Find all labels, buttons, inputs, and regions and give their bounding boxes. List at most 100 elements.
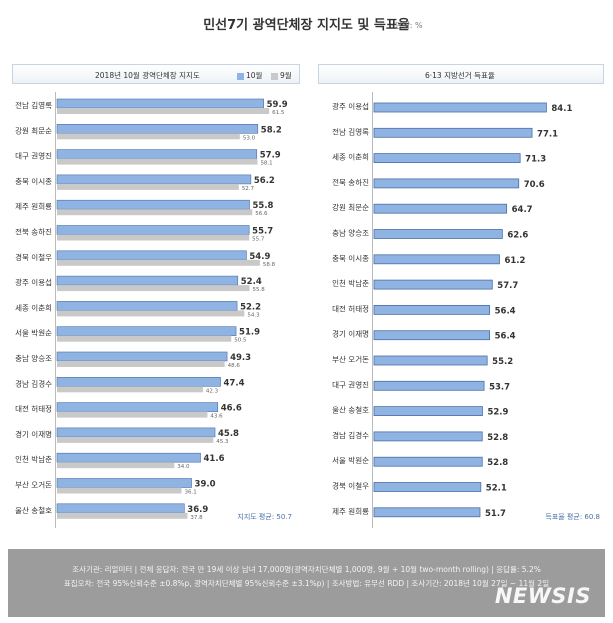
legend-october: 10월 bbox=[237, 70, 262, 81]
right-category-label: 경북 이철우 bbox=[332, 481, 369, 491]
left-value-september: 43.6 bbox=[210, 414, 223, 420]
right-category-label: 제주 원희룡 bbox=[332, 506, 369, 516]
left-bar-september bbox=[57, 310, 245, 317]
left-bar-october bbox=[56, 351, 228, 362]
right-value: 70.6 bbox=[524, 180, 545, 190]
left-bar-september bbox=[57, 183, 239, 190]
left-bar-september bbox=[57, 234, 250, 241]
right-category-label: 부산 오거돈 bbox=[332, 354, 369, 364]
right-value: 55.2 bbox=[492, 357, 513, 367]
left-value-october: 41.6 bbox=[204, 454, 225, 464]
left-category-label: 강원 최문순 bbox=[15, 125, 52, 135]
left-category-label: 전남 김영록 bbox=[15, 100, 52, 110]
right-category-label: 대전 허태정 bbox=[332, 303, 369, 313]
right-bar bbox=[373, 380, 485, 391]
left-bar-october bbox=[56, 149, 258, 159]
left-value-october: 58.2 bbox=[261, 125, 282, 135]
left-bar-october bbox=[56, 478, 192, 488]
left-category-label: 대전 허태정 bbox=[15, 404, 52, 414]
right-bar bbox=[373, 254, 500, 265]
left-value-september: 55.7 bbox=[252, 237, 265, 243]
legend-september-label: 9월 bbox=[280, 71, 292, 80]
right-bar bbox=[373, 507, 481, 518]
left-value-september: 54.3 bbox=[247, 312, 260, 318]
right-category-label: 강원 최문순 bbox=[332, 202, 369, 212]
right-bar bbox=[373, 229, 503, 239]
left-bar-october bbox=[56, 503, 185, 514]
right-average-note: 득표율 평균: 60.8 bbox=[545, 512, 600, 521]
right-value: 52.1 bbox=[486, 484, 507, 494]
left-value-september: 58.8 bbox=[263, 262, 276, 268]
newsis-logo: NEWSIS bbox=[494, 584, 591, 608]
right-value: 77.1 bbox=[537, 129, 558, 139]
left-value-september: 53.0 bbox=[243, 135, 256, 141]
left-category-label: 충북 이시종 bbox=[15, 176, 52, 186]
right-chart-title: 6·13 지방선거 득표율 bbox=[425, 71, 495, 80]
left-value-october: 56.2 bbox=[254, 176, 275, 186]
left-value-september: 48.6 bbox=[228, 363, 241, 369]
left-bar-october bbox=[56, 452, 201, 463]
left-value-october: 36.9 bbox=[187, 505, 208, 515]
left-value-october: 55.7 bbox=[252, 227, 273, 237]
left-bar-october bbox=[56, 402, 219, 412]
right-panel-header: 6·13 지방선거 득표율 bbox=[318, 64, 604, 84]
right-bar bbox=[373, 153, 521, 164]
left-value-october: 57.9 bbox=[260, 151, 281, 161]
left-bar-october bbox=[56, 225, 250, 235]
right-value: 52.8 bbox=[487, 433, 508, 443]
left-category-label: 서울 박원순 bbox=[15, 328, 52, 338]
left-category-label: 세종 이춘희 bbox=[15, 302, 52, 312]
legend-october-label: 10월 bbox=[246, 71, 263, 80]
left-value-september: 61.5 bbox=[272, 110, 285, 116]
left-panel-header: 2018년 10월 광역단체장 지지도 10월 9월 bbox=[12, 64, 300, 84]
left-average-note: 지지도 평균: 50.7 bbox=[237, 512, 292, 521]
left-bar-september bbox=[57, 285, 250, 292]
left-bar-september bbox=[57, 108, 270, 114]
right-category-label: 세종 이춘희 bbox=[332, 152, 369, 162]
right-bar bbox=[373, 304, 491, 315]
left-category-label: 전북 송하진 bbox=[15, 227, 52, 237]
left-bar-september bbox=[57, 411, 208, 418]
left-value-september: 42.3 bbox=[206, 388, 219, 394]
right-bar bbox=[373, 355, 488, 366]
right-category-label: 경남 김경수 bbox=[332, 430, 369, 440]
right-value: 52.8 bbox=[487, 458, 508, 468]
right-bar bbox=[373, 406, 483, 417]
left-value-september: 58.1 bbox=[260, 161, 272, 167]
left-bar-september bbox=[57, 259, 260, 266]
left-bar-september bbox=[57, 462, 175, 469]
footer-line-1: 조사기관: 리얼미터 | 전체 응답자: 전국 만 19세 이상 남녀 17,0… bbox=[72, 565, 541, 574]
left-bar-september bbox=[57, 361, 225, 367]
left-bar-september bbox=[57, 512, 188, 519]
right-bar bbox=[373, 431, 483, 442]
right-value: 56.4 bbox=[495, 306, 516, 316]
right-bar bbox=[373, 330, 491, 341]
right-bar bbox=[373, 482, 482, 492]
left-category-label: 제주 원희룡 bbox=[15, 201, 52, 211]
left-value-october: 45.8 bbox=[218, 429, 239, 439]
left-category-label: 경기 이재명 bbox=[15, 429, 52, 439]
left-bar-october bbox=[56, 98, 264, 109]
left-value-october: 51.9 bbox=[239, 328, 260, 338]
right-value: 71.3 bbox=[525, 155, 546, 165]
left-bar-september bbox=[57, 487, 182, 494]
left-value-september: 52.7 bbox=[242, 186, 255, 192]
left-value-september: 34.0 bbox=[177, 464, 190, 470]
left-bar-october bbox=[56, 199, 250, 210]
right-value: 62.6 bbox=[507, 231, 528, 241]
left-value-october: 55.8 bbox=[253, 201, 274, 211]
right-category-label: 경기 이재명 bbox=[332, 329, 369, 339]
legend-september: 9월 bbox=[271, 70, 292, 81]
right-bar bbox=[373, 456, 483, 467]
right-bar bbox=[373, 203, 508, 214]
left-bar-october bbox=[56, 250, 247, 261]
left-chart-title: 2018년 10월 광역단체장 지지도 bbox=[95, 71, 200, 80]
left-bar-october bbox=[56, 174, 252, 185]
right-value: 84.1 bbox=[551, 104, 572, 114]
left-value-october: 47.4 bbox=[224, 378, 245, 388]
left-category-label: 광주 이용섭 bbox=[15, 277, 52, 287]
right-category-label: 전북 송하진 bbox=[332, 177, 369, 187]
left-value-september: 56.6 bbox=[255, 211, 268, 217]
left-value-october: 39.0 bbox=[195, 480, 216, 490]
left-value-october: 49.3 bbox=[230, 353, 251, 363]
